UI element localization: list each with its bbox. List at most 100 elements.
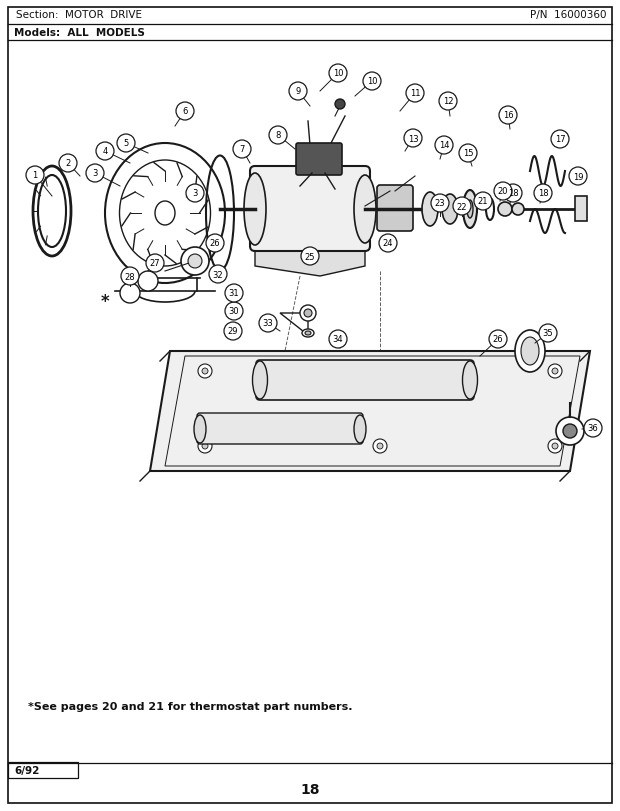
Circle shape — [499, 107, 517, 125]
Text: 36: 36 — [588, 424, 598, 433]
Circle shape — [504, 185, 522, 203]
Circle shape — [181, 247, 209, 276]
Text: 17: 17 — [555, 135, 565, 144]
Circle shape — [176, 103, 194, 121]
Circle shape — [363, 73, 381, 91]
Ellipse shape — [155, 202, 175, 225]
Circle shape — [474, 193, 492, 211]
Circle shape — [329, 65, 347, 83]
Circle shape — [563, 424, 577, 439]
Circle shape — [435, 137, 453, 155]
Ellipse shape — [442, 195, 458, 225]
Text: 29: 29 — [228, 327, 238, 336]
Circle shape — [120, 284, 140, 303]
FancyBboxPatch shape — [250, 167, 370, 251]
Text: 3: 3 — [92, 169, 98, 178]
Ellipse shape — [354, 176, 376, 243]
Circle shape — [86, 165, 104, 182]
Ellipse shape — [305, 332, 311, 336]
Ellipse shape — [422, 193, 438, 227]
Circle shape — [59, 155, 77, 173]
Circle shape — [329, 331, 347, 349]
FancyBboxPatch shape — [197, 414, 363, 444]
Circle shape — [304, 310, 312, 318]
Text: 15: 15 — [463, 149, 473, 158]
Circle shape — [301, 247, 319, 266]
Text: 20: 20 — [498, 187, 508, 196]
Circle shape — [373, 365, 387, 379]
Text: 22: 22 — [457, 202, 467, 211]
Circle shape — [121, 268, 139, 285]
Circle shape — [188, 255, 202, 268]
Text: 12: 12 — [443, 97, 453, 106]
Circle shape — [512, 204, 524, 216]
Text: 34: 34 — [333, 335, 343, 344]
Circle shape — [209, 266, 227, 284]
Circle shape — [335, 100, 345, 109]
Ellipse shape — [463, 191, 477, 229]
Circle shape — [138, 272, 158, 292]
Text: 14: 14 — [439, 141, 450, 150]
Circle shape — [117, 135, 135, 152]
Circle shape — [224, 323, 242, 341]
Polygon shape — [255, 247, 365, 277]
Circle shape — [206, 234, 224, 253]
Text: eReplacementParts.com: eReplacementParts.com — [217, 374, 403, 389]
Circle shape — [198, 365, 212, 379]
Text: 5: 5 — [123, 139, 128, 148]
Text: 25: 25 — [305, 252, 315, 261]
Circle shape — [494, 182, 512, 201]
Ellipse shape — [486, 199, 494, 221]
Circle shape — [459, 145, 477, 163]
Ellipse shape — [515, 331, 545, 372]
Text: 28: 28 — [125, 272, 135, 281]
Text: 6: 6 — [182, 107, 188, 116]
Circle shape — [551, 131, 569, 148]
Circle shape — [584, 419, 602, 437]
Text: 23: 23 — [435, 200, 445, 208]
Text: P/N  16000360: P/N 16000360 — [531, 10, 607, 20]
Text: 26: 26 — [493, 335, 503, 344]
Text: 7: 7 — [239, 145, 245, 154]
FancyBboxPatch shape — [296, 144, 342, 176]
Circle shape — [548, 365, 562, 379]
Ellipse shape — [302, 329, 314, 337]
Ellipse shape — [252, 362, 267, 400]
Circle shape — [379, 234, 397, 253]
Circle shape — [186, 185, 204, 203]
Text: 24: 24 — [383, 239, 393, 248]
Ellipse shape — [463, 362, 477, 400]
Bar — [8, 762, 78, 778]
Circle shape — [26, 167, 44, 185]
Circle shape — [377, 368, 383, 375]
Text: 6/92: 6/92 — [14, 765, 40, 775]
Text: 4: 4 — [102, 148, 108, 157]
Text: 19: 19 — [573, 172, 583, 182]
Circle shape — [269, 127, 287, 145]
Circle shape — [404, 130, 422, 148]
Circle shape — [439, 93, 457, 111]
Text: 35: 35 — [542, 329, 553, 338]
Circle shape — [539, 324, 557, 342]
Circle shape — [146, 255, 164, 272]
Ellipse shape — [244, 174, 266, 246]
FancyBboxPatch shape — [377, 186, 413, 232]
Circle shape — [233, 141, 251, 159]
Ellipse shape — [354, 415, 366, 444]
Text: 1: 1 — [32, 171, 38, 180]
Text: 13: 13 — [408, 135, 419, 144]
Circle shape — [377, 444, 383, 449]
Circle shape — [556, 418, 584, 445]
FancyBboxPatch shape — [256, 361, 474, 401]
Circle shape — [534, 185, 552, 203]
Circle shape — [225, 285, 243, 303]
Bar — [575, 197, 587, 221]
Circle shape — [569, 168, 587, 186]
Text: 31: 31 — [229, 290, 239, 298]
Text: 2: 2 — [65, 159, 71, 169]
Circle shape — [552, 368, 558, 375]
Ellipse shape — [467, 201, 473, 219]
Circle shape — [289, 83, 307, 101]
Circle shape — [453, 198, 471, 216]
Ellipse shape — [194, 415, 206, 444]
